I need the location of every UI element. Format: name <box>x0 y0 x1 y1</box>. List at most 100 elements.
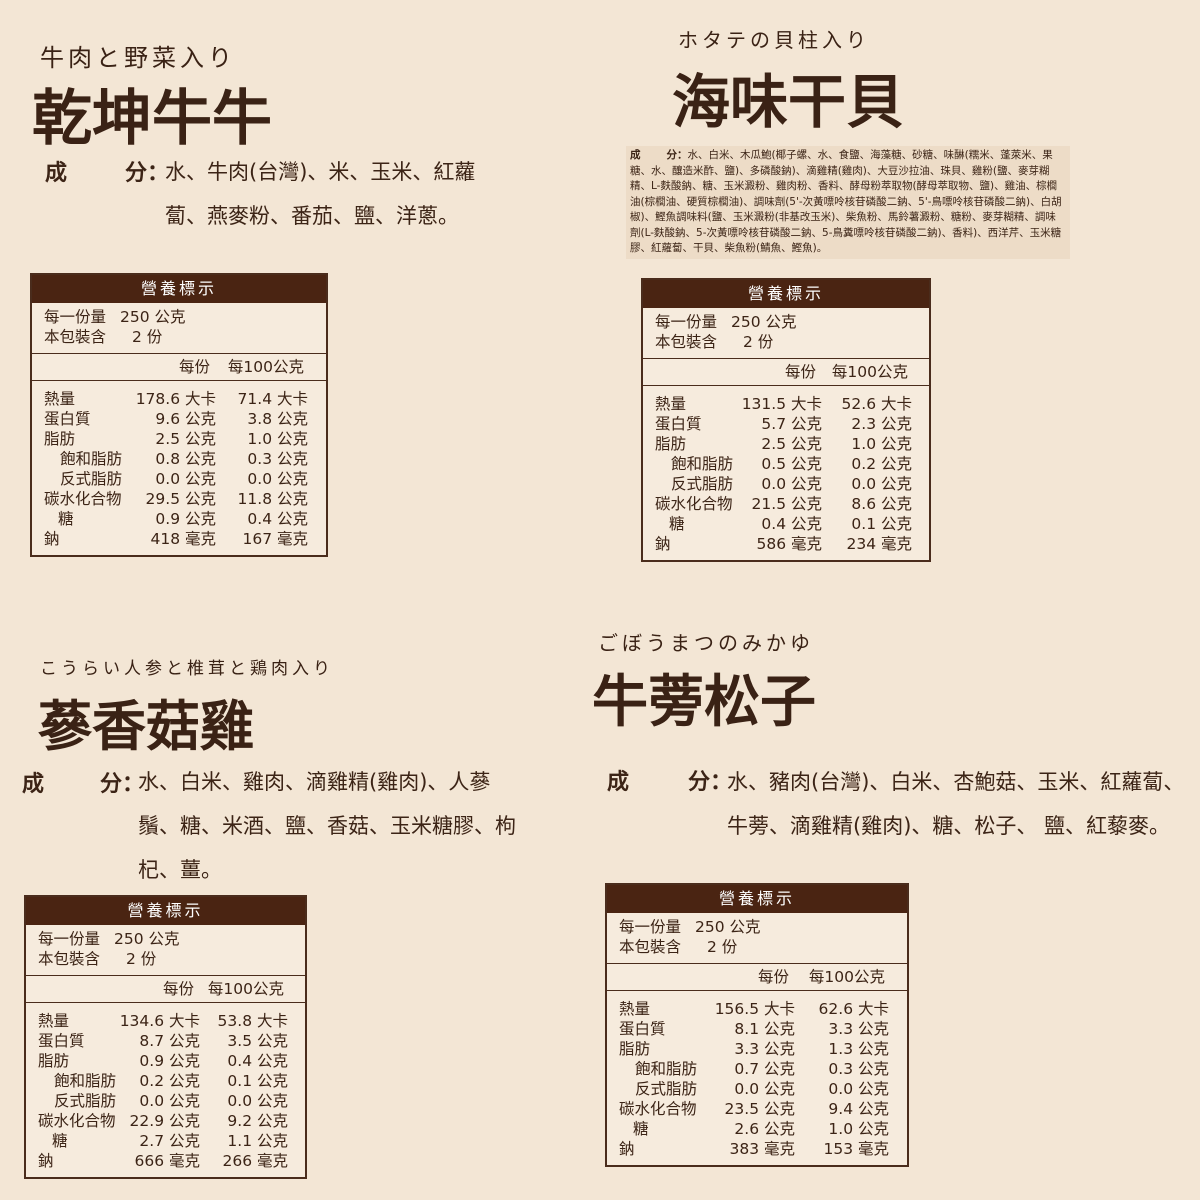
per-serving: 21.5 公克 <box>751 495 822 513</box>
per-serving: 156.5 大卡 <box>714 1000 795 1018</box>
nutrient-name: 蛋白質 <box>44 410 91 428</box>
column-header: 每份 <box>757 968 789 986</box>
table-row: 蛋白質 8.7 公克 3.5 公克 <box>26 1031 305 1051</box>
table-row: 糖 2.7 公克 1.1 公克 <box>26 1131 305 1151</box>
table-row: 每一份量 250 公克 <box>32 307 326 327</box>
nutrient-name: 蛋白質 <box>38 1032 85 1050</box>
serving-label: 每一份量 <box>655 313 718 331</box>
table-row: 鈉 666 毫克 266 毫克 <box>26 1151 305 1171</box>
nutrient-name: 熱量 <box>619 1000 651 1018</box>
per-serving: 131.5 大卡 <box>741 395 822 413</box>
table-row <box>607 1159 907 1165</box>
ingredients-label: 成 <box>630 149 641 161</box>
ingredients-label: 成 <box>45 161 68 186</box>
serving-label: 每一份量 <box>44 308 107 326</box>
table-row: 反式脂肪 0.0 公克 0.0 公克 <box>643 474 929 494</box>
per-100g: 1.3 公克 <box>828 1040 889 1058</box>
table-header: 營養標示 <box>643 280 929 308</box>
column-header: 每100公克 <box>831 363 908 381</box>
subtitle: 牛肉と野菜入り <box>40 44 236 72</box>
pack-value: 2 份 <box>707 938 738 956</box>
table-row: 熱量 178.6 大卡 71.4 大卡 <box>32 389 326 409</box>
table-row: 脂肪 2.5 公克 1.0 公克 <box>32 429 326 449</box>
serving-value: 250 公克 <box>731 313 797 331</box>
table-row: 飽和脂肪 0.7 公克 0.3 公克 <box>607 1059 907 1079</box>
table-row: 反式脂肪 0.0 公克 0.0 公克 <box>32 469 326 489</box>
table-row: 鈉 383 毫克 153 毫克 <box>607 1139 907 1159</box>
pack-label: 本包裝含 <box>44 328 107 346</box>
table-row: 碳水化合物 21.5 公克 8.6 公克 <box>643 494 929 514</box>
table-row <box>26 1171 305 1177</box>
table-row: 脂肪 2.5 公克 1.0 公克 <box>643 434 929 454</box>
column-header: 每100公克 <box>207 980 284 998</box>
ingredients-label: 分： <box>688 770 733 795</box>
per-100g: 3.3 公克 <box>828 1020 889 1038</box>
serving-value: 250 公克 <box>114 930 180 948</box>
per-100g: 9.2 公克 <box>227 1112 288 1130</box>
per-100g: 1.1 公克 <box>227 1132 288 1150</box>
table-row: 每份 每100公克 <box>643 358 929 385</box>
per-100g: 0.4 公克 <box>227 1052 288 1070</box>
per-100g: 266 毫克 <box>222 1152 288 1170</box>
per-serving: 0.5 公克 <box>761 455 822 473</box>
per-100g: 2.3 公克 <box>851 415 912 433</box>
table-row: 飽和脂肪 0.8 公克 0.3 公克 <box>32 449 326 469</box>
table-row: 脂肪 3.3 公克 1.3 公克 <box>607 1039 907 1059</box>
nutrient-name: 脂肪 <box>44 430 76 448</box>
per-100g: 52.6 大卡 <box>841 395 912 413</box>
ingredients-text: 水、白米、雞肉、滴雞精(雞肉)、人蔘鬚、糖、米酒、鹽、香菇、玉米糖膠、枸杞、薑。 <box>138 770 516 882</box>
table-row: 每份 每100公克 <box>607 963 907 990</box>
table-row: 糖 2.6 公克 1.0 公克 <box>607 1119 907 1139</box>
ingredients-label: 分： <box>666 149 688 161</box>
per-100g: 1.0 公克 <box>828 1120 889 1138</box>
per-100g: 234 毫克 <box>846 535 912 553</box>
table-row: 蛋白質 8.1 公克 3.3 公克 <box>607 1019 907 1039</box>
per-serving: 0.8 公克 <box>155 450 216 468</box>
per-serving: 0.0 公克 <box>734 1080 795 1098</box>
per-100g: 167 毫克 <box>242 530 308 548</box>
column-header: 每份 <box>784 363 816 381</box>
table-row: 熱量 131.5 大卡 52.6 大卡 <box>643 394 929 414</box>
nutrient-name: 脂肪 <box>38 1052 70 1070</box>
nutrient-name: 碳水化合物 <box>655 495 733 513</box>
ingredients-label: 成 <box>607 770 630 795</box>
table-row: 飽和脂肪 0.5 公克 0.2 公克 <box>643 454 929 474</box>
per-serving: 0.7 公克 <box>734 1060 795 1078</box>
per-100g: 62.6 大卡 <box>818 1000 889 1018</box>
per-100g: 0.1 公克 <box>227 1072 288 1090</box>
table-row <box>32 380 326 389</box>
product-title: 蔘香菇雞 <box>38 694 254 758</box>
per-serving: 0.0 公克 <box>155 470 216 488</box>
nutrient-name: 鈉 <box>44 530 60 548</box>
table-row: 每份 每100公克 <box>26 975 305 1002</box>
nutrient-name: 鈉 <box>619 1140 635 1158</box>
per-100g: 1.0 公克 <box>247 430 308 448</box>
table-row: 糖 0.9 公克 0.4 公克 <box>32 509 326 529</box>
per-serving: 666 毫克 <box>134 1152 200 1170</box>
serving-label: 每一份量 <box>38 930 101 948</box>
per-serving: 178.6 大卡 <box>135 390 216 408</box>
nutrition-table: 營養標示 每一份量 250 公克 本包裝含 2 份每份 每100公克 熱量 156.5 大卡 6… <box>605 883 909 1167</box>
nutrient-name: 熱量 <box>655 395 687 413</box>
table-row: 碳水化合物 29.5 公克 11.8 公克 <box>32 489 326 509</box>
nutrient-name: 糖 <box>633 1120 649 1138</box>
per-100g: 153 毫克 <box>823 1140 889 1158</box>
table-row: 脂肪 0.9 公克 0.4 公克 <box>26 1051 305 1071</box>
table-row: 本包裝含 2 份 <box>26 949 305 969</box>
nutrition-table: 營養標示 每一份量 250 公克 本包裝含 2 份每份 每100公克 熱量 134.6 大卡 5… <box>24 895 307 1179</box>
table-row: 碳水化合物 23.5 公克 9.4 公克 <box>607 1099 907 1119</box>
pack-value: 2 份 <box>126 950 157 968</box>
serving-label: 每一份量 <box>619 918 682 936</box>
serving-value: 250 公克 <box>695 918 761 936</box>
subtitle: ごぼうまつのみかゆ <box>598 631 814 655</box>
nutrient-name: 脂肪 <box>619 1040 651 1058</box>
per-serving: 3.3 公克 <box>734 1040 795 1058</box>
per-serving: 134.6 大卡 <box>119 1012 200 1030</box>
per-serving: 0.9 公克 <box>155 510 216 528</box>
per-serving: 5.7 公克 <box>761 415 822 433</box>
subtitle: ホタテの貝柱入り <box>678 28 870 52</box>
nutrient-name: 鈉 <box>655 535 671 553</box>
table-row: 本包裝含 2 份 <box>607 937 907 957</box>
table-row: 每一份量 250 公克 <box>607 917 907 937</box>
table-row: 鈉 418 毫克 167 毫克 <box>32 529 326 549</box>
